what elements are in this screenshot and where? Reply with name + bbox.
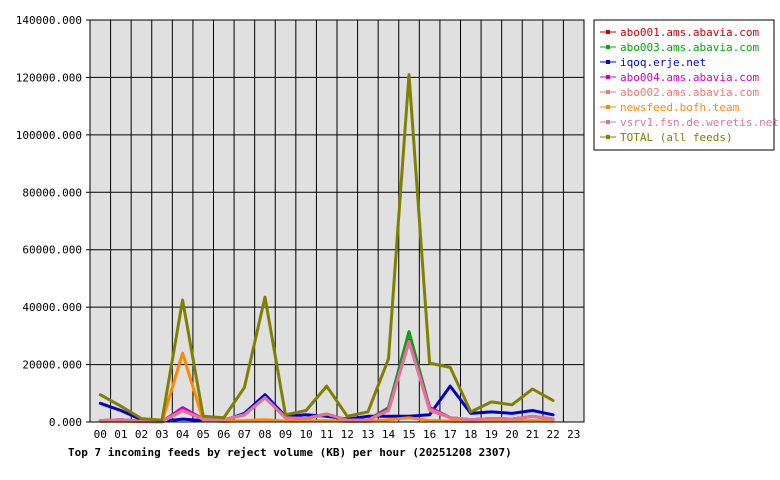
- x-tick-label: 06: [217, 428, 230, 441]
- x-tick-label: 16: [423, 428, 436, 441]
- legend-label: abo001.ams.abavia.com: [620, 26, 759, 39]
- legend-marker: [606, 120, 610, 124]
- legend-marker: [606, 135, 610, 139]
- x-tick-label: 12: [341, 428, 354, 441]
- x-tick-label: 03: [155, 428, 168, 441]
- x-tick-label: 18: [464, 428, 477, 441]
- legend-marker: [606, 30, 610, 34]
- y-tick-label: 60000.000: [22, 244, 82, 257]
- x-tick-label: 02: [135, 428, 148, 441]
- plot-frame: [89, 19, 585, 423]
- axes: 0.000 20000.000 40000.000 60000.000 80000.00…: [16, 14, 585, 441]
- x-tick-label: 11: [320, 428, 333, 441]
- x-tick-label: 04: [176, 428, 190, 441]
- x-tick-label: 13: [361, 428, 374, 441]
- x-tick-label: 21: [526, 428, 539, 441]
- y-tick-label: 40000.000: [22, 301, 82, 314]
- legend-label: vsrv1.fsn.de.weretis.net: [620, 116, 779, 129]
- legend-label: TOTAL (all feeds): [620, 131, 733, 144]
- legend-marker: [606, 90, 610, 94]
- x-tick-label: 14: [382, 428, 396, 441]
- y-tick-label: 100000.000: [16, 129, 82, 142]
- legend-marker: [606, 60, 610, 64]
- legend-label: abo003.ams.abavia.com: [620, 41, 759, 54]
- series-line: [98, 351, 555, 424]
- x-tick-label: 00: [94, 428, 107, 441]
- legend-marker: [606, 105, 610, 109]
- y-tick-label: 120000.000: [16, 71, 82, 84]
- legend-label: iqoq.erje.net: [620, 56, 706, 69]
- x-tick-label: 01: [114, 428, 127, 441]
- legend-box: [593, 19, 775, 151]
- legend: abo001.ams.abavia.com abo003.ams.abavia.c…: [593, 19, 779, 151]
- x-tick-label: 23: [567, 428, 580, 441]
- y-tick-label: 80000.000: [22, 186, 82, 199]
- legend-marker: [606, 45, 610, 49]
- x-tick-label: 17: [444, 428, 457, 441]
- chart-title: Top 7 incoming feeds by reject volume (K…: [68, 446, 512, 459]
- series-line: [98, 340, 555, 424]
- x-tick-label: 09: [279, 428, 292, 441]
- x-tick-label: 08: [258, 428, 271, 441]
- legend-label: newsfeed.bofh.team: [620, 101, 740, 114]
- legend-label: abo002.ams.abavia.com: [620, 86, 759, 99]
- x-tick-label: 19: [485, 428, 498, 441]
- x-tick-label: 20: [505, 428, 518, 441]
- x-tick-label: 22: [547, 428, 560, 441]
- x-tick-label: 07: [238, 428, 251, 441]
- series-line: [98, 384, 555, 423]
- series-line: [98, 73, 555, 422]
- x-tick-label: 10: [300, 428, 313, 441]
- y-tick-label: 140000.000: [16, 14, 82, 27]
- y-tick-label: 20000.000: [22, 359, 82, 372]
- y-tick-label: 0.000: [49, 416, 82, 429]
- legend-label: abo004.ams.abavia.com: [620, 71, 759, 84]
- series-layer: [98, 73, 555, 424]
- x-tick-label: 05: [197, 428, 210, 441]
- legend-marker: [606, 75, 610, 79]
- x-tick-label: 15: [402, 428, 415, 441]
